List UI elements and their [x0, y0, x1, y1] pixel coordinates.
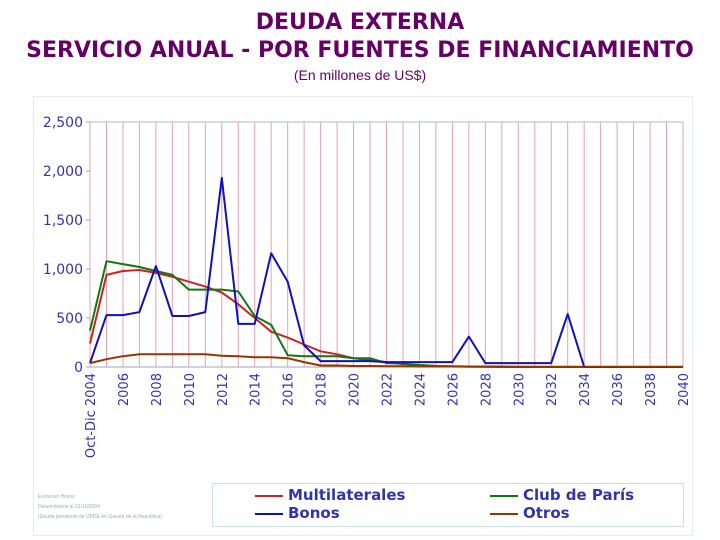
chart-subtitle: SERVICIO ANUAL - POR FUENTES DE FINANCIA… — [26, 38, 694, 63]
x-tick-label: 2038 — [644, 373, 659, 406]
y-tick-label: 0 — [74, 360, 83, 376]
chart-legend: Multilaterales Club de París Bonos Otros — [212, 483, 684, 527]
x-tick-label: 2010 — [183, 373, 198, 406]
legend-label-bonos: Bonos — [288, 504, 340, 522]
y-tick-label: 1,500 — [43, 213, 83, 229]
line-chart: 0 500 1,000 1,500 2,000 2,500 Oct-Dic 2004 2006… — [43, 115, 692, 458]
y-tick-label: 2,500 — [43, 115, 83, 131]
legend-swatch-bonos — [255, 513, 283, 515]
x-tick-label: 2018 — [315, 373, 330, 406]
footnote-line-3: (Deuda pendiente de DPDE en Gaceta de la… — [38, 514, 162, 520]
x-tick-label: 2020 — [348, 373, 363, 406]
chart-frame: 0 500 1,000 1,500 2,000 2,500 Oct-Dic 2004 2006… — [33, 96, 693, 536]
x-tick-label: 2012 — [216, 373, 231, 406]
chart-title: DEUDA EXTERNA — [255, 10, 465, 35]
x-tick-label: 2024 — [413, 373, 428, 406]
x-tick-label: 2028 — [479, 373, 494, 406]
x-tick-label: 2034 — [578, 373, 593, 406]
series-line-otros — [89, 353, 683, 368]
x-tick-label: 2032 — [545, 373, 560, 406]
footnote-line-2: Desembolsos al 31/10/2004 — [38, 504, 100, 510]
legend-swatch-multilaterales — [255, 495, 283, 497]
legend-label-multilaterales: Multilaterales — [288, 486, 406, 504]
legend-swatch-otros — [490, 513, 518, 515]
x-tick-label: Oct-Dic 2004 — [84, 373, 99, 458]
legend-label-club-de-paris: Club de París — [523, 486, 635, 504]
footnote-line-1: Exclusivo Hoyos — [38, 494, 75, 500]
y-tick-label: 1,000 — [43, 262, 83, 278]
x-tick-label: 2026 — [446, 373, 461, 406]
chart-unit: (En millones de US$) — [293, 67, 427, 83]
x-tick-label: 2006 — [117, 373, 132, 406]
x-tick-label: 2016 — [282, 373, 297, 406]
x-tick-label: 2022 — [381, 373, 396, 406]
x-tick-label: 2040 — [677, 373, 692, 406]
x-tick-label: 2036 — [611, 373, 626, 406]
y-tick-label: 2,000 — [43, 164, 83, 180]
legend-label-otros: Otros — [523, 504, 570, 522]
legend-swatch-club-de-paris — [490, 495, 518, 497]
x-tick-label: 2014 — [249, 373, 264, 406]
x-tick-label: 2008 — [150, 373, 165, 406]
x-tick-label: 2030 — [512, 373, 527, 406]
y-tick-label: 500 — [56, 311, 83, 327]
